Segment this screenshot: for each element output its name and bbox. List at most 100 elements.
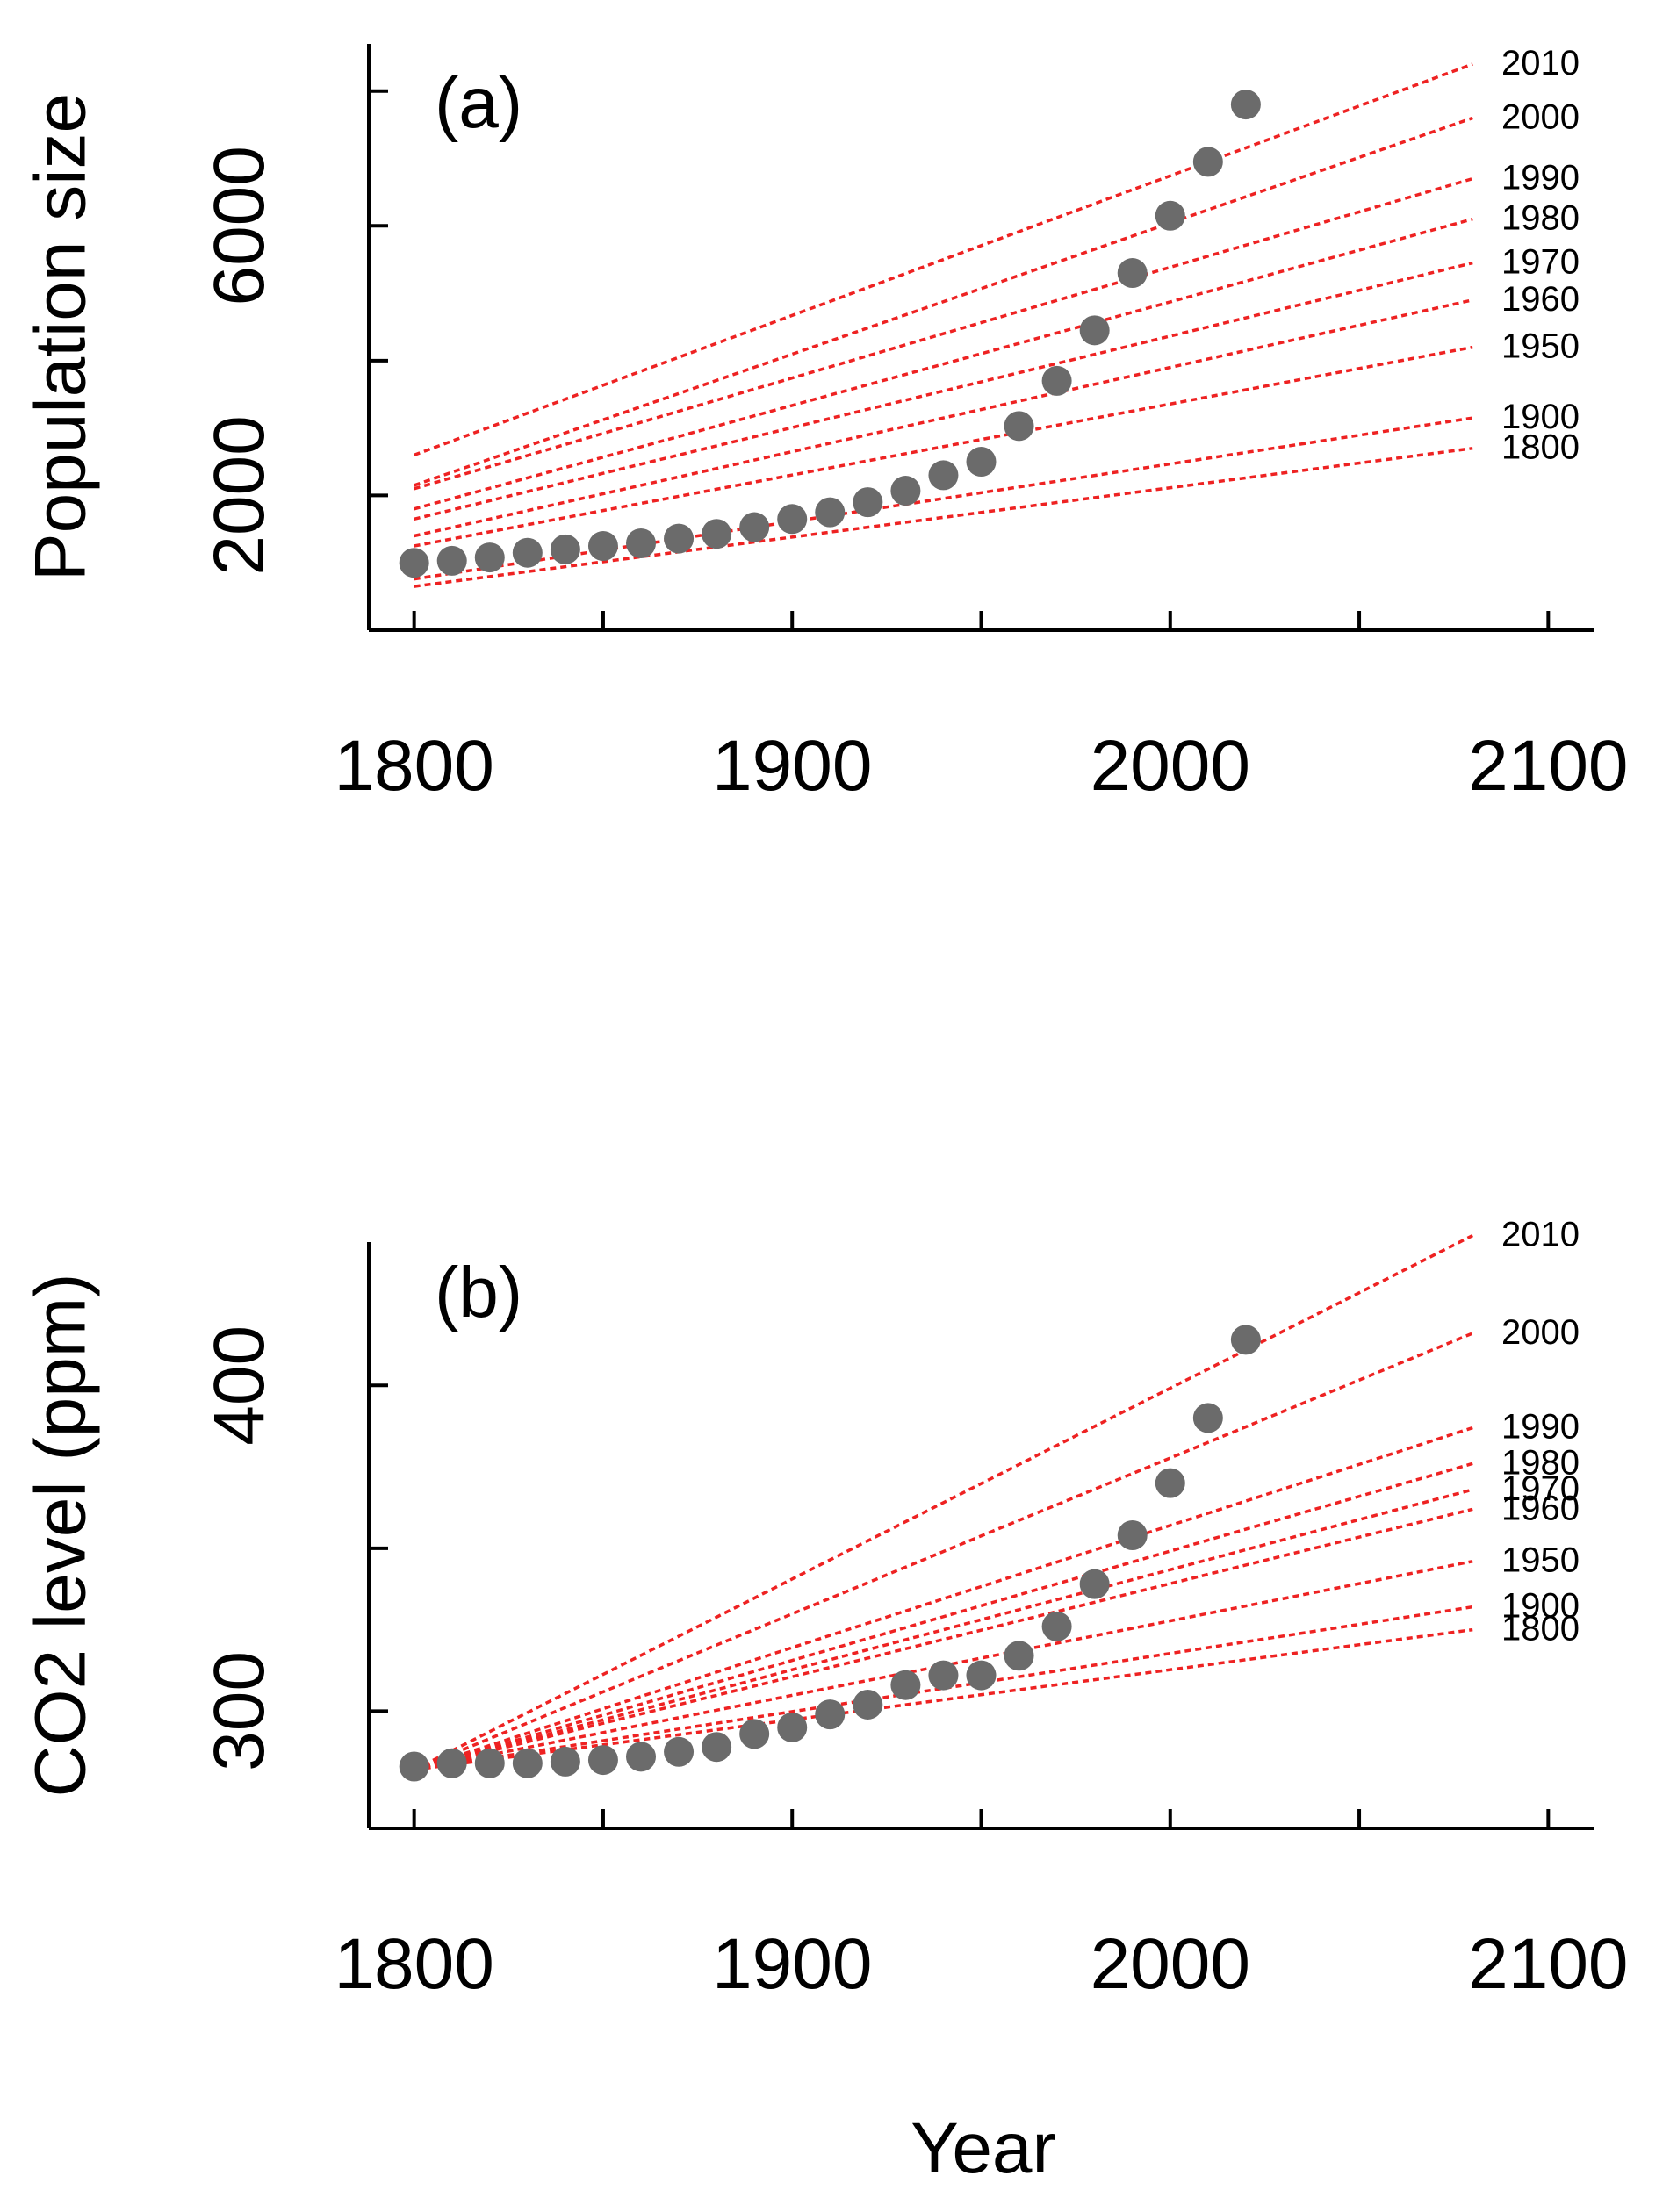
data-point: [626, 528, 656, 558]
projection-line-1990: [414, 1426, 1473, 1771]
data-point: [512, 537, 543, 568]
projection-line-1990: [414, 176, 1473, 491]
data-point: [1004, 411, 1034, 442]
x-tick-label: 1800: [334, 1924, 493, 2004]
data-point: [436, 1748, 467, 1778]
data-point: [474, 1748, 505, 1778]
projection-line-1800: [414, 1627, 1473, 1771]
x-tick-label: 1900: [712, 726, 872, 806]
y-tick-label: 400: [199, 1325, 279, 1446]
data-point: [1155, 1468, 1185, 1498]
data-point: [664, 1736, 695, 1767]
x-tick-label: 1900: [712, 1924, 872, 2004]
data-point: [474, 542, 505, 573]
y-tick-label: 6000: [199, 146, 279, 305]
x-tick-label: 2100: [1468, 1924, 1628, 2004]
data-point: [890, 476, 921, 506]
data-point: [928, 1660, 959, 1691]
x-tick-label: 2000: [1091, 726, 1250, 806]
data-point: [1117, 258, 1148, 289]
projection-line-1970: [414, 1488, 1473, 1771]
data-point: [1041, 1611, 1072, 1641]
y-tick-label: 2000: [199, 415, 279, 575]
projection-line-1960: [414, 298, 1473, 538]
data-point: [626, 1742, 656, 1772]
data-point: [512, 1748, 543, 1778]
data-point: [1079, 1569, 1110, 1599]
y-axis-title: CO2 level (ppm): [21, 1274, 101, 1798]
data-point: [1192, 147, 1223, 177]
projection-line-2010: [413, 1234, 1474, 1771]
projection-line-2000: [413, 1332, 1473, 1771]
data-point: [1004, 1641, 1034, 1671]
data-point: [399, 1751, 429, 1782]
x-tick-label: 2100: [1468, 726, 1628, 806]
x-axis-title: Year: [911, 2108, 1056, 2188]
projection-label-1960: 1960: [1501, 1489, 1580, 1527]
projection-line-1960: [414, 1507, 1473, 1771]
x-tick-label: 2000: [1091, 1924, 1250, 2004]
data-point: [587, 531, 618, 562]
data-point: [739, 512, 770, 542]
data-point: [966, 1660, 997, 1691]
projection-label-1800: 1800: [1501, 428, 1580, 467]
data-point: [815, 1699, 846, 1730]
panel-label: (a): [435, 63, 522, 143]
data-point: [815, 497, 846, 528]
projection-label-1990: 1990: [1501, 159, 1580, 198]
data-point: [1079, 315, 1110, 346]
data-point: [1041, 365, 1072, 396]
projection-line-1800: [414, 446, 1473, 588]
data-point: [1230, 1325, 1261, 1355]
x-tick-label: 1800: [334, 726, 493, 806]
projection-line-2000: [414, 116, 1473, 487]
data-point: [550, 1746, 580, 1777]
data-point: [777, 1712, 808, 1742]
data-point: [739, 1719, 770, 1749]
projection-label-1980: 1980: [1501, 199, 1580, 238]
data-point: [550, 534, 580, 564]
y-tick-label: 300: [199, 1651, 279, 1771]
data-point: [399, 548, 429, 578]
data-point: [966, 447, 997, 478]
data-point: [928, 460, 959, 491]
projection-label-1900: 1900: [1501, 398, 1580, 436]
panel-label: (b): [435, 1253, 522, 1332]
projection-line-1980: [414, 217, 1473, 511]
data-point: [436, 545, 467, 576]
data-point: [1192, 1403, 1223, 1433]
projection-label-1970: 1970: [1501, 243, 1580, 282]
projection-label-1970: 1970: [1501, 1469, 1580, 1508]
projection-line-2010: [414, 62, 1473, 457]
data-point: [1155, 200, 1185, 231]
data-point: [702, 519, 732, 549]
data-point: [853, 1689, 883, 1720]
data-point: [702, 1732, 732, 1763]
projection-line-1980: [414, 1462, 1473, 1771]
data-point: [1117, 1520, 1148, 1550]
projection-label-1800: 1800: [1501, 1610, 1580, 1648]
data-point: [853, 487, 883, 518]
data-point: [890, 1670, 921, 1700]
projection-label-2010: 2010: [1501, 44, 1580, 83]
data-point: [664, 523, 695, 554]
y-axis-title: Population size: [21, 93, 101, 581]
projection-label-1950: 1950: [1501, 327, 1580, 366]
projection-line-1970: [414, 261, 1473, 521]
data-point: [587, 1745, 618, 1776]
data-point: [777, 504, 808, 535]
projection-label-1950: 1950: [1501, 1541, 1580, 1580]
projection-label-2010: 2010: [1501, 1216, 1580, 1254]
data-point: [1230, 90, 1261, 120]
projection-label-1980: 1980: [1501, 1443, 1580, 1482]
projection-label-1990: 1990: [1501, 1408, 1580, 1447]
projection-label-2000: 2000: [1501, 97, 1580, 136]
projection-label-1900: 1900: [1501, 1587, 1580, 1626]
projection-line-1950: [414, 345, 1473, 548]
projection-label-1960: 1960: [1501, 280, 1580, 319]
projection-label-2000: 2000: [1501, 1313, 1580, 1352]
